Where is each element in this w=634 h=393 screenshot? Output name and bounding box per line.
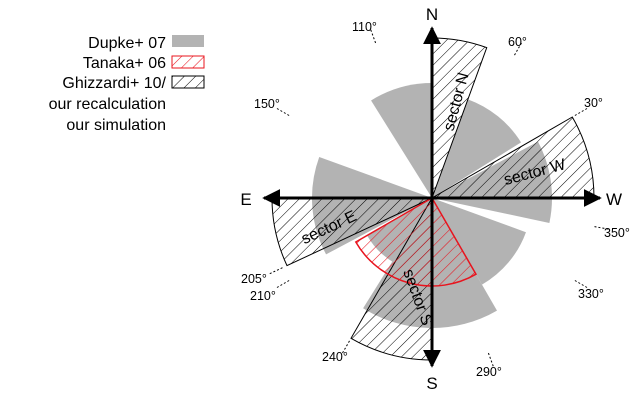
legend-label-recalculation: our recalculation: [49, 96, 166, 113]
tick-30: [574, 107, 589, 116]
legend-label-dupke: Dupke+ 07: [88, 35, 166, 52]
angle-label-205: 205°: [241, 272, 267, 286]
tick-150: [275, 107, 290, 116]
tick-330: [574, 280, 589, 289]
tick-350: [594, 226, 610, 230]
compass-north-label: N: [426, 5, 438, 24]
angle-ticks: [268, 28, 610, 368]
legend: Dupke+ 07 Tanaka+ 06 Ghizzardi+ 10/ our …: [49, 35, 205, 134]
angle-label-240: 240°: [322, 350, 348, 364]
tanaka-wedge: [354, 196, 478, 287]
angle-label-350: 350°: [604, 226, 630, 240]
angle-label-330: 330°: [578, 287, 604, 301]
compass-east-label: E: [240, 190, 251, 209]
angle-label-150: 150°: [254, 97, 280, 111]
compass-south-label: S: [426, 374, 437, 393]
angle-label-60: 60°: [508, 35, 527, 49]
tick-110: [369, 28, 377, 44]
compass-axes: [262, 26, 602, 368]
gray-wedge-southwest: [432, 198, 526, 285]
compass-west-label: W: [606, 190, 622, 209]
angle-label-110: 110°: [352, 20, 377, 34]
tick-60: [514, 41, 523, 56]
legend-label-simulation: our simulation: [66, 117, 166, 134]
legend-label-tanaka: Tanaka+ 06: [83, 55, 166, 72]
tick-240: [341, 340, 350, 355]
tick-210: [275, 280, 290, 289]
legend-swatch-gray-fill: [172, 35, 204, 47]
legend-swatch-black-hatch: [171, 75, 205, 89]
gray-wedge-north: [371, 83, 432, 198]
ghizzardi-sectors: [271, 37, 595, 361]
legend-swatch-red-hatch: [171, 55, 205, 69]
angle-label-210: 210°: [250, 289, 276, 303]
legend-label-ghizzardi: Ghizzardi+ 10/: [62, 75, 166, 92]
gray-wedge-northwest: [432, 99, 522, 198]
tick-290: [487, 352, 495, 368]
angle-label-30: 30°: [584, 96, 603, 110]
angle-label-290: 290°: [476, 365, 502, 379]
tick-205: [268, 267, 283, 275]
tanaka-sector: [354, 196, 478, 287]
